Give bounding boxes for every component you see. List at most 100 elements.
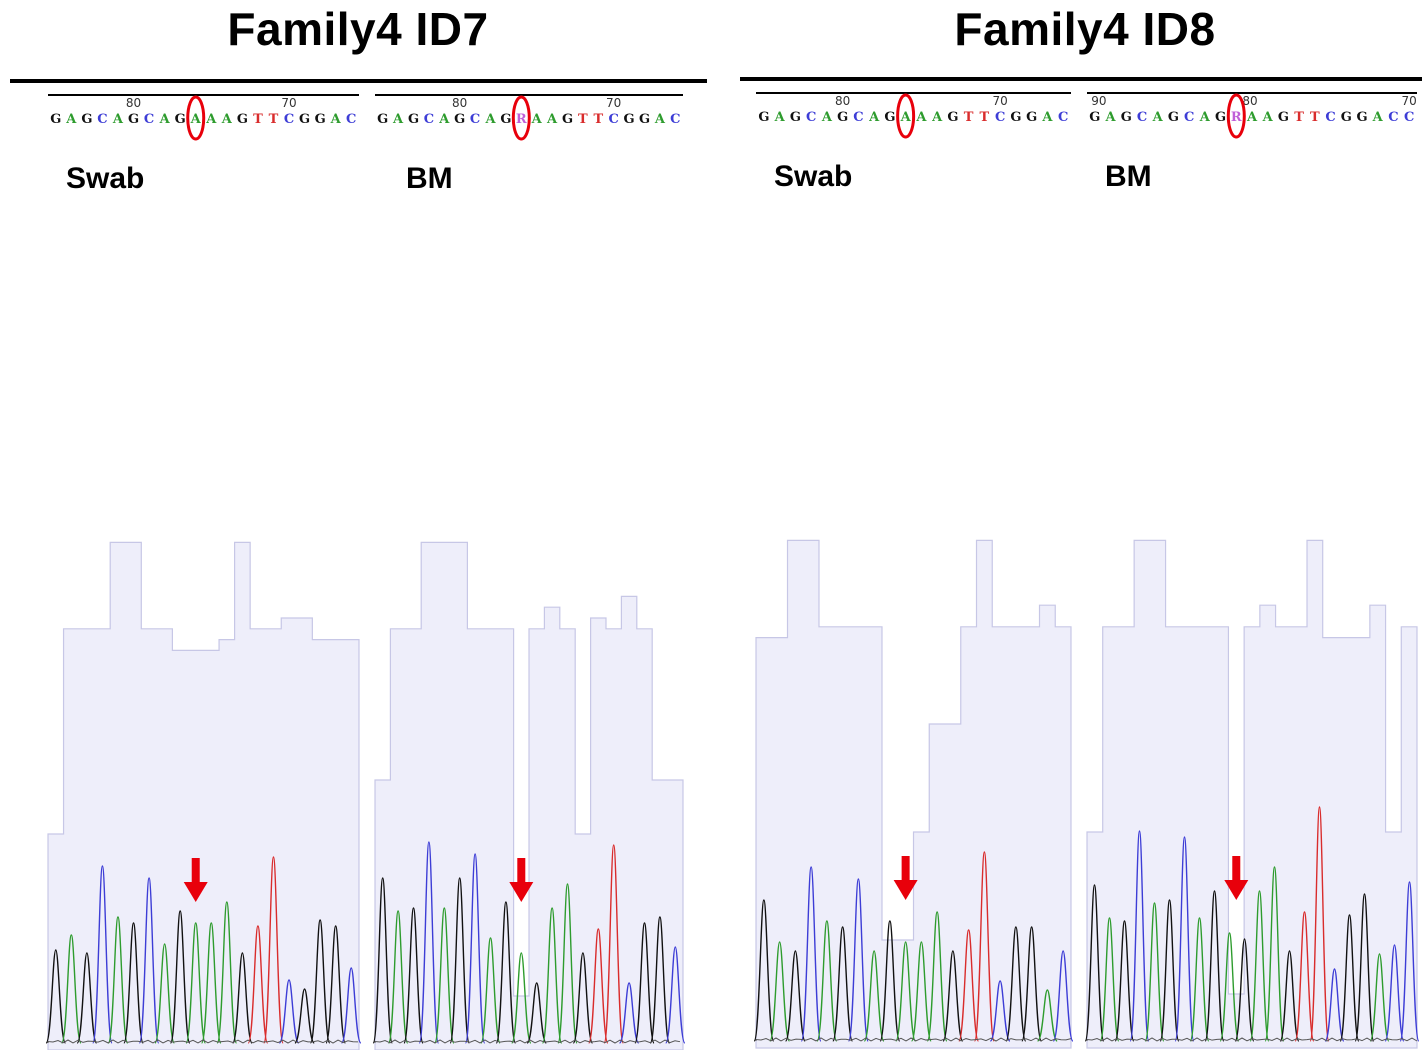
base-call: G: [408, 112, 419, 127]
trace-peak: [526, 982, 547, 1044]
base-call: G: [884, 110, 895, 125]
trace-peak: [618, 982, 640, 1044]
base-call: G: [500, 112, 511, 127]
base-call: A: [159, 112, 171, 127]
base-call: C: [806, 110, 816, 125]
trace-peak: [895, 941, 917, 1042]
trace-peak: [1159, 899, 1180, 1042]
base-call: A: [65, 112, 77, 127]
base-call: T: [1294, 110, 1304, 125]
base-call: A: [1262, 110, 1274, 125]
base-call: C: [609, 112, 619, 127]
base-call: C: [1184, 110, 1194, 125]
position-label: 80: [452, 96, 467, 110]
trace-peak: [989, 980, 1011, 1042]
trace-peak: [1174, 836, 1195, 1042]
base-call: A: [531, 112, 543, 127]
chromatogram-svg-id8-bm: 90 80 70G A G C A G C A G R A A G T T C G G A C C: [1084, 92, 1420, 1049]
position-label: 70: [1402, 94, 1417, 108]
trace-peak: [1384, 944, 1405, 1042]
trace-peak: [665, 946, 686, 1044]
base-call: G: [1168, 110, 1179, 125]
trace-peak: [1234, 938, 1255, 1042]
trace-peak: [958, 929, 980, 1042]
base-call: C: [97, 112, 107, 127]
trace-peak: [309, 919, 331, 1044]
sample-label-id7-swab: Swab: [66, 162, 145, 195]
base-call: G: [1089, 110, 1100, 125]
variant-highlight-circle: [896, 93, 916, 139]
trace-peak: [1084, 884, 1105, 1042]
variant-arrow-head: [1224, 880, 1249, 900]
base-call: A: [900, 110, 912, 125]
trace-peak: [511, 952, 532, 1044]
trace-peak: [372, 877, 393, 1044]
trace-peak: [92, 865, 113, 1044]
trace-baseline: [47, 1039, 359, 1044]
base-call: C: [670, 112, 680, 127]
quality-area: [374, 541, 684, 1050]
trace-peak: [753, 899, 775, 1042]
trace-peak: [449, 877, 470, 1044]
quality-area: [755, 539, 1072, 1049]
base-call: T: [269, 112, 279, 127]
base-call: G: [1010, 110, 1021, 125]
trace-peak: [1005, 926, 1027, 1042]
base-call: A: [438, 112, 450, 127]
base-call: G: [299, 112, 310, 127]
trace-peak: [634, 922, 655, 1044]
family-title-id7: Family4 ID7: [227, 3, 489, 55]
trace-peak: [973, 851, 995, 1042]
trace-peak: [800, 866, 822, 1042]
trace-peak: [649, 916, 671, 1044]
base-call: G: [1215, 110, 1226, 125]
base-call: G: [1026, 110, 1037, 125]
base-call: A: [484, 112, 496, 127]
trace-peak: [169, 910, 191, 1044]
base-call: T: [253, 112, 263, 127]
base-call: G: [377, 112, 388, 127]
trace-peak: [200, 922, 222, 1044]
base-call: C: [346, 112, 356, 127]
base-call: A: [1199, 110, 1211, 125]
trace-peak: [541, 907, 563, 1044]
position-label: 70: [992, 94, 1007, 108]
base-call: A: [1152, 110, 1164, 125]
base-call: A: [330, 112, 342, 127]
base-call: A: [112, 112, 124, 127]
position-label: 80: [1242, 94, 1257, 108]
trace-peak: [1324, 968, 1345, 1042]
base-call: G: [790, 110, 801, 125]
trace-peak: [1099, 917, 1120, 1042]
trace-peak: [926, 911, 948, 1042]
variant-arrow-shaft: [901, 856, 910, 882]
trace-peak: [418, 841, 440, 1044]
sample-label-id7-bm: BM: [406, 162, 453, 195]
trace-peak: [942, 950, 964, 1042]
trace-peak: [572, 952, 594, 1044]
trace-peak: [340, 967, 362, 1044]
base-call: G: [1278, 110, 1289, 125]
trace-peak: [45, 949, 67, 1044]
title-rule-id8: [740, 77, 1422, 81]
trace-peak: [107, 916, 129, 1044]
trace-peak: [1036, 989, 1058, 1042]
trace-peak: [216, 901, 238, 1044]
trace-peak: [60, 934, 82, 1044]
base-call: A: [190, 112, 202, 127]
trace-peak: [588, 928, 609, 1044]
trace-peak: [1204, 890, 1225, 1042]
chromatogram-svg-id8-swab: 80 70G A G C A G C A G A A A G T T C G G A C: [753, 92, 1074, 1049]
base-call: C: [144, 112, 154, 127]
trace-peak: [847, 878, 869, 1042]
trace-peak: [434, 907, 455, 1044]
trace-peak: [325, 925, 347, 1044]
chromatogram-panel-id8-bm: 90 80 70 G A G C A G C A G R A A G T T C G G A C C BM: [1084, 88, 1420, 1049]
quality-area: [47, 541, 360, 1050]
variant-highlight-circle: [186, 95, 206, 141]
position-label: 80: [126, 96, 141, 110]
base-call: A: [1105, 110, 1117, 125]
chromatogram-svg-id7-bm: 80 70G A G C A G C A G R A A G T T C G G A C: [372, 94, 686, 1050]
base-call: C: [1404, 110, 1414, 125]
position-label: 90: [1091, 94, 1106, 108]
